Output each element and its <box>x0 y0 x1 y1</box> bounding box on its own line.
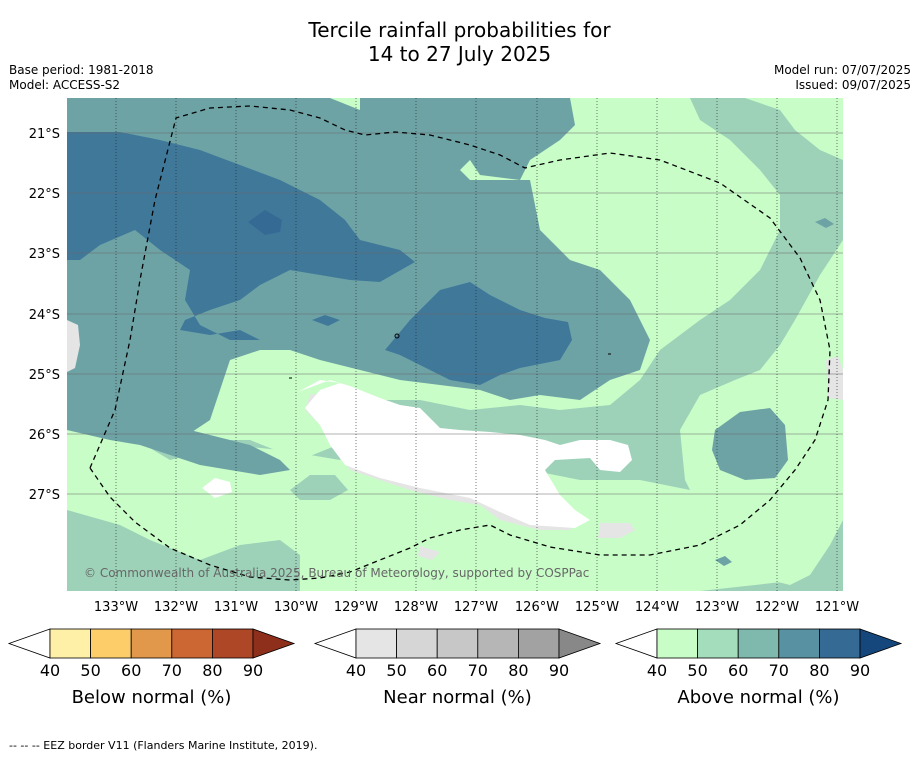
latitude-label: 24°S <box>29 308 60 323</box>
longitude-label: 124°W <box>635 600 679 615</box>
latitude-label: 25°S <box>29 368 60 383</box>
colorbar-segment <box>477 628 519 659</box>
island-marker <box>394 333 400 339</box>
above-40-right-patch <box>745 98 843 160</box>
eez-footnote: -- -- -- EEZ border V11 (Flanders Marine… <box>9 739 318 752</box>
model-run: Model run: 07/07/2025 <box>773 63 911 77</box>
colorbar-tick-label: 90 <box>549 661 569 680</box>
colorbar-tick-label: 60 <box>121 661 141 680</box>
longitude-label: 125°W <box>575 600 619 615</box>
latitude-label: 21°S <box>29 127 60 142</box>
colorbar-segment <box>697 628 739 659</box>
latitude-label: 26°S <box>29 428 60 443</box>
above-60-tiny-patch-2 <box>715 556 732 566</box>
colorbar-title: Above normal (%) <box>677 687 839 708</box>
colorbar-title: Below normal (%) <box>72 687 232 708</box>
map-figure: © Commonwealth of Australia 2025, Bureau… <box>7 98 903 708</box>
colorbar-extend-low <box>614 628 658 659</box>
above-70-small-blob <box>312 315 340 326</box>
map-area[interactable] <box>67 98 843 591</box>
longitude-label: 132°W <box>154 600 198 615</box>
near-40-right-patch <box>826 356 843 400</box>
longitude-label: 122°W <box>755 600 799 615</box>
colorbar-tick-label: 50 <box>80 661 100 680</box>
colorbars: 40 50 60 70 80 90 Below normal (%) 40 50 60 70 80 90… <box>7 628 903 708</box>
colorbar-extend-low <box>7 628 51 659</box>
colorbar-tick-label: 90 <box>243 661 263 680</box>
colorbar-tick-label: 40 <box>647 661 667 680</box>
longitude-label: 128°W <box>394 600 438 615</box>
colorbar-tick-label: 70 <box>162 661 182 680</box>
colorbar-tick-label: 50 <box>386 661 406 680</box>
title-line-2: 14 to 27 July 2025 <box>367 42 552 66</box>
near-40-bottom-patch <box>418 546 440 560</box>
meta-left: Base period: 1981-2018 Model: ACCESS-S2 <box>9 63 154 93</box>
colorbar-segment <box>396 628 438 659</box>
colorbar-tick-label: 90 <box>850 661 870 680</box>
title-line-1: Tercile rainfall probabilities for <box>308 18 611 42</box>
colorbar-segment <box>90 628 132 659</box>
colorbar-segment <box>737 628 780 659</box>
colorbar-tick-label: 80 <box>508 661 528 680</box>
latitude-label: 23°S <box>29 247 60 262</box>
colorbar-extend-high <box>558 628 602 659</box>
above-80-small-blob <box>248 210 282 235</box>
longitude-label: 131°W <box>214 600 258 615</box>
colorbar-tick-label: 60 <box>427 661 447 680</box>
longitude-label: 127°W <box>454 600 498 615</box>
colorbar-tick-label: 50 <box>687 661 707 680</box>
colorbar-segment <box>49 628 91 659</box>
colorbar-segment <box>518 628 560 659</box>
colorbar-tick-label: 40 <box>346 661 366 680</box>
above-60-right-blob <box>712 408 788 480</box>
near-40-left-patch <box>67 320 80 372</box>
colorbar-segment <box>656 628 698 659</box>
colorbar-segment <box>778 628 820 659</box>
above-60-tiny-patch <box>815 218 834 228</box>
colorbar-tick-label: 60 <box>728 661 748 680</box>
colorbar-tick-label: 80 <box>202 661 222 680</box>
copyright-text: © Commonwealth of Australia 2025, Bureau… <box>84 566 589 580</box>
above-70-region <box>67 132 415 340</box>
longitude-label: 129°W <box>334 600 378 615</box>
colorbar-near: 40 50 60 70 80 90 Near normal (%) <box>313 628 602 708</box>
above-70-center-blob <box>385 282 572 385</box>
latitude-label: 22°S <box>29 187 60 202</box>
colorbar-tick-label: 40 <box>40 661 60 680</box>
colorbar-segment <box>819 628 861 659</box>
colorbar-title: Near normal (%) <box>383 687 532 708</box>
longitude-label: 126°W <box>515 600 559 615</box>
no-dominant-white-edge <box>202 380 632 528</box>
colorbar-segment <box>436 628 479 659</box>
colorbar-extend-high <box>252 628 296 659</box>
meta-right: Model run: 07/07/2025 Issued: 09/07/2025 <box>774 63 911 93</box>
colorbar-segment <box>130 628 173 659</box>
map-title: Tercile rainfall probabilities for 14 to… <box>0 18 919 66</box>
colorbar-extend-low <box>313 628 357 659</box>
colorbar-below: 40 50 60 70 80 90 Below normal (%) <box>7 628 296 708</box>
colorbar-tick-label: 80 <box>809 661 829 680</box>
colorbar-segment <box>355 628 397 659</box>
eez-border <box>89 105 831 581</box>
longitude-label: 121°W <box>815 600 859 615</box>
graticule <box>67 98 843 591</box>
base-period: Base period: 1981-2018 <box>9 63 154 77</box>
latitude-label: 27°S <box>29 488 60 503</box>
longitude-label: 123°W <box>695 600 739 615</box>
colorbar-above: 40 50 60 70 80 90 Above normal (%) <box>614 628 903 708</box>
longitude-labels: 133°W 132°W 131°W 130°W 129°W 128°W 127°W 126°W… <box>94 600 859 615</box>
longitude-label: 133°W <box>94 600 138 615</box>
issued-date: Issued: 09/07/2025 <box>795 78 911 92</box>
latitude-labels: 21°S 22°S 23°S 24°S 25°S 26°S 27°S <box>29 127 60 503</box>
colorbar-segment <box>211 628 254 659</box>
near-40-small-patch <box>598 523 635 538</box>
longitude-label: 130°W <box>274 600 318 615</box>
colorbar-segment <box>171 628 213 659</box>
colorbar-tick-label: 70 <box>769 661 789 680</box>
colorbar-extend-high <box>859 628 903 659</box>
colorbar-tick-label: 70 <box>468 661 488 680</box>
model-name: Model: ACCESS-S2 <box>9 78 121 92</box>
